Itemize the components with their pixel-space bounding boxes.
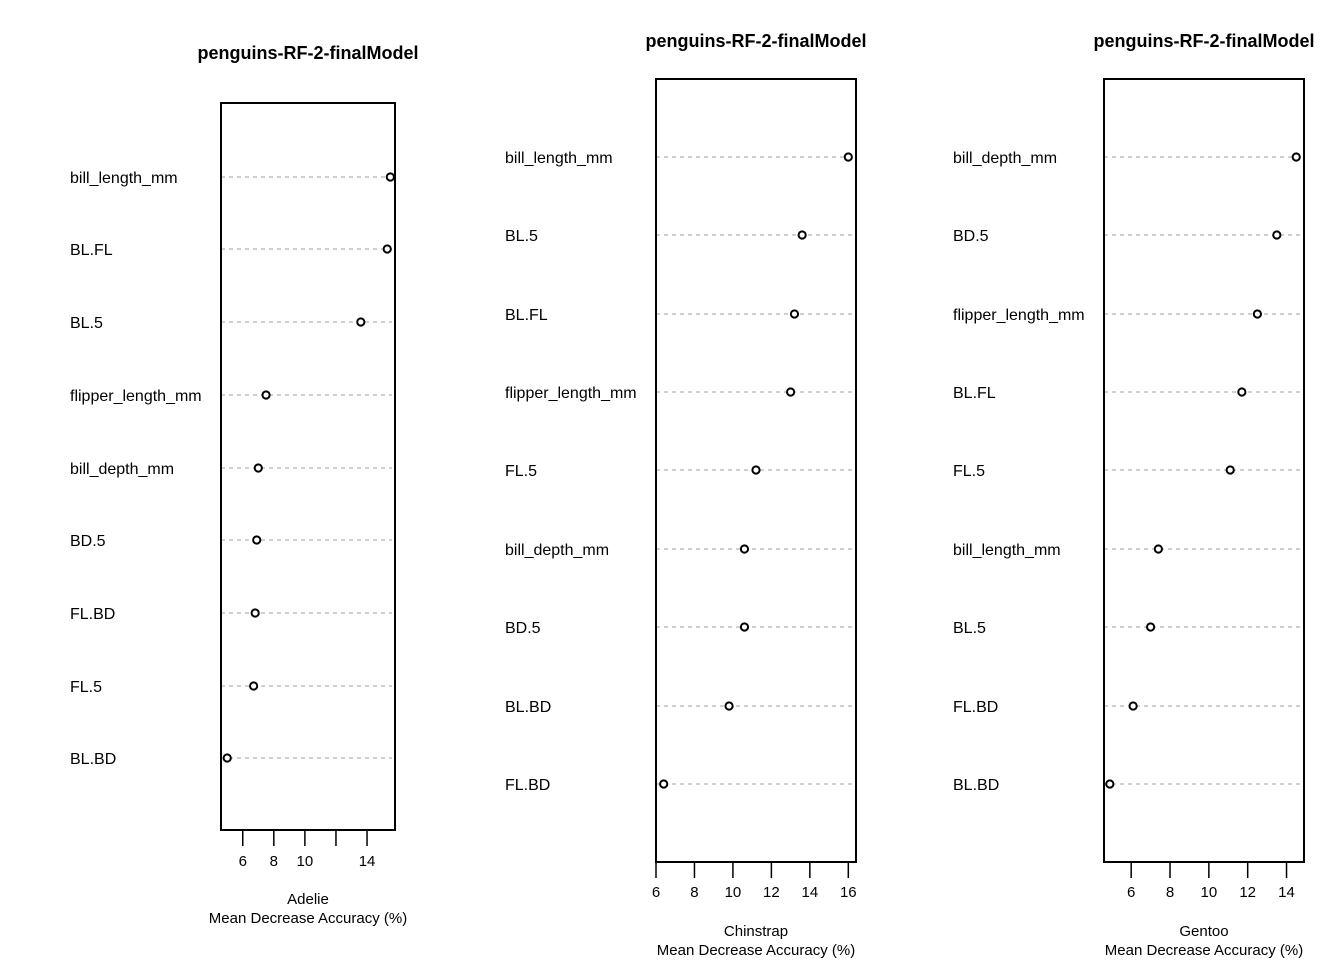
data-point	[1252, 309, 1262, 319]
data-point	[739, 622, 750, 632]
data-point	[249, 681, 259, 691]
chart-title: penguins-RF-2-finalModel	[198, 43, 419, 63]
category-label: flipper_length_mm	[70, 388, 202, 405]
x-axis-title: Mean Decrease Accuracy (%)	[209, 910, 407, 927]
data-point	[1146, 622, 1156, 632]
data-point	[1225, 465, 1235, 475]
category-label: FL.BD	[505, 777, 550, 794]
category-label: FL.5	[505, 463, 537, 480]
category-label: BL.5	[953, 620, 986, 637]
category-label: BD.5	[70, 533, 106, 550]
category-label: BL.5	[70, 315, 103, 332]
x-tick-label: 12	[763, 884, 780, 901]
data-point	[786, 387, 796, 397]
chart-title: penguins-RF-2-finalModel	[1094, 31, 1315, 51]
data-point	[1237, 387, 1247, 397]
data-point	[1291, 152, 1301, 162]
x-tick-label: 10	[297, 853, 314, 870]
category-label: FL.BD	[953, 699, 998, 716]
x-tick-label: 8	[1166, 884, 1174, 901]
data-point	[1105, 779, 1115, 789]
data-point	[385, 172, 395, 182]
x-tick-label: 14	[802, 884, 819, 901]
category-label: FL.BD	[70, 606, 115, 623]
x-axis-class-label: Gentoo	[1179, 923, 1228, 940]
data-point	[739, 544, 750, 554]
category-label: BD.5	[505, 620, 541, 637]
x-axis-class-label: Chinstrap	[724, 923, 788, 940]
data-point	[789, 309, 800, 319]
x-axis-title: Mean Decrease Accuracy (%)	[1105, 942, 1303, 959]
category-label: flipper_length_mm	[953, 307, 1085, 324]
data-point	[253, 463, 263, 473]
x-axis-title: Mean Decrease Accuracy (%)	[657, 942, 855, 959]
dotchart-panel-3: penguins-RF-2-finalModel bill_depth_mm BD.…	[953, 31, 1314, 959]
category-label: BL.FL	[953, 385, 996, 402]
x-axis-class-label: Adelie	[287, 891, 329, 908]
category-label: bill_length_mm	[70, 170, 178, 187]
x-tick-label: 14	[359, 853, 376, 870]
x-tick-label: 14	[1278, 884, 1295, 901]
x-tick-label: 16	[840, 884, 857, 901]
category-label: bill_depth_mm	[70, 461, 174, 478]
x-tick-label: 6	[652, 884, 660, 901]
x-tick-label: 8	[270, 853, 278, 870]
x-tick-label: 10	[725, 884, 742, 901]
data-point	[724, 701, 734, 711]
category-label: bill_length_mm	[505, 150, 613, 167]
data-point	[252, 535, 262, 545]
category-label: BL.FL	[70, 242, 113, 259]
category-label: BL.BD	[953, 777, 999, 794]
data-point	[250, 608, 260, 618]
category-label: bill_depth_mm	[505, 542, 609, 559]
x-tick-label: 6	[1127, 884, 1135, 901]
data-point	[843, 152, 853, 162]
data-point	[751, 465, 761, 475]
x-tick-label: 8	[690, 884, 698, 901]
x-tick-label: 6	[239, 853, 247, 870]
data-point	[797, 230, 807, 240]
data-point	[1128, 701, 1138, 711]
category-label: bill_length_mm	[953, 542, 1061, 559]
dotchart-panel-2: penguins-RF-2-finalModel bill_length_mm BL…	[505, 31, 866, 959]
x-tick-label: 10	[1201, 884, 1218, 901]
data-point	[659, 779, 669, 789]
chart-title: penguins-RF-2-finalModel	[646, 31, 867, 51]
category-label: BL.FL	[505, 307, 548, 324]
data-point	[261, 390, 271, 400]
category-label: BL.BD	[505, 699, 551, 716]
category-label: BD.5	[953, 228, 989, 245]
data-point	[222, 753, 232, 763]
data-point	[1153, 544, 1163, 554]
category-label: BL.5	[505, 228, 538, 245]
data-point	[356, 317, 366, 327]
category-label: FL.5	[953, 463, 985, 480]
dotchart-panel-1: penguins-RF-2-finalModel bill_length_mm BL…	[70, 43, 418, 927]
category-label: flipper_length_mm	[505, 385, 637, 402]
data-point	[382, 244, 392, 254]
category-label: FL.5	[70, 679, 102, 696]
x-tick-label: 12	[1239, 884, 1256, 901]
data-point	[1272, 230, 1282, 240]
category-label: BL.BD	[70, 751, 116, 768]
category-label: bill_depth_mm	[953, 150, 1057, 167]
plot-frame	[220, 102, 396, 831]
